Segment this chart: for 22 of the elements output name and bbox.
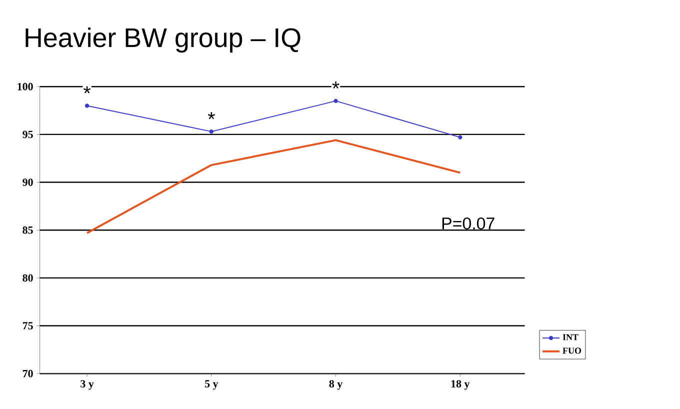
legend-label: INT xyxy=(562,334,578,340)
point xyxy=(209,129,214,134)
annotation: * xyxy=(84,86,91,94)
point xyxy=(84,104,90,108)
legend-label: FUO xyxy=(562,348,582,354)
annotation: * xyxy=(208,112,215,120)
annotation: * xyxy=(332,82,340,89)
y-tick-label: 70 xyxy=(22,370,33,378)
point xyxy=(458,135,462,140)
y-tick-label: 95 xyxy=(22,130,33,138)
point xyxy=(334,98,338,104)
y-tick-label: 80 xyxy=(22,274,33,282)
y-tick-label: 100 xyxy=(18,82,33,90)
x-tick-label: 8 y xyxy=(329,380,343,390)
y-tick-label: 90 xyxy=(22,178,33,186)
chart-title: Heavier BW group – IQ xyxy=(26,28,300,53)
x-tick-label: 18 y xyxy=(451,380,470,390)
x-tick-label: 5 y xyxy=(205,380,218,390)
y-tick-label: 85 xyxy=(22,226,33,234)
annotation: P=0.07 xyxy=(442,217,494,230)
x-tick-label: 3 y xyxy=(80,380,94,390)
y-tick-label: 75 xyxy=(22,322,33,330)
